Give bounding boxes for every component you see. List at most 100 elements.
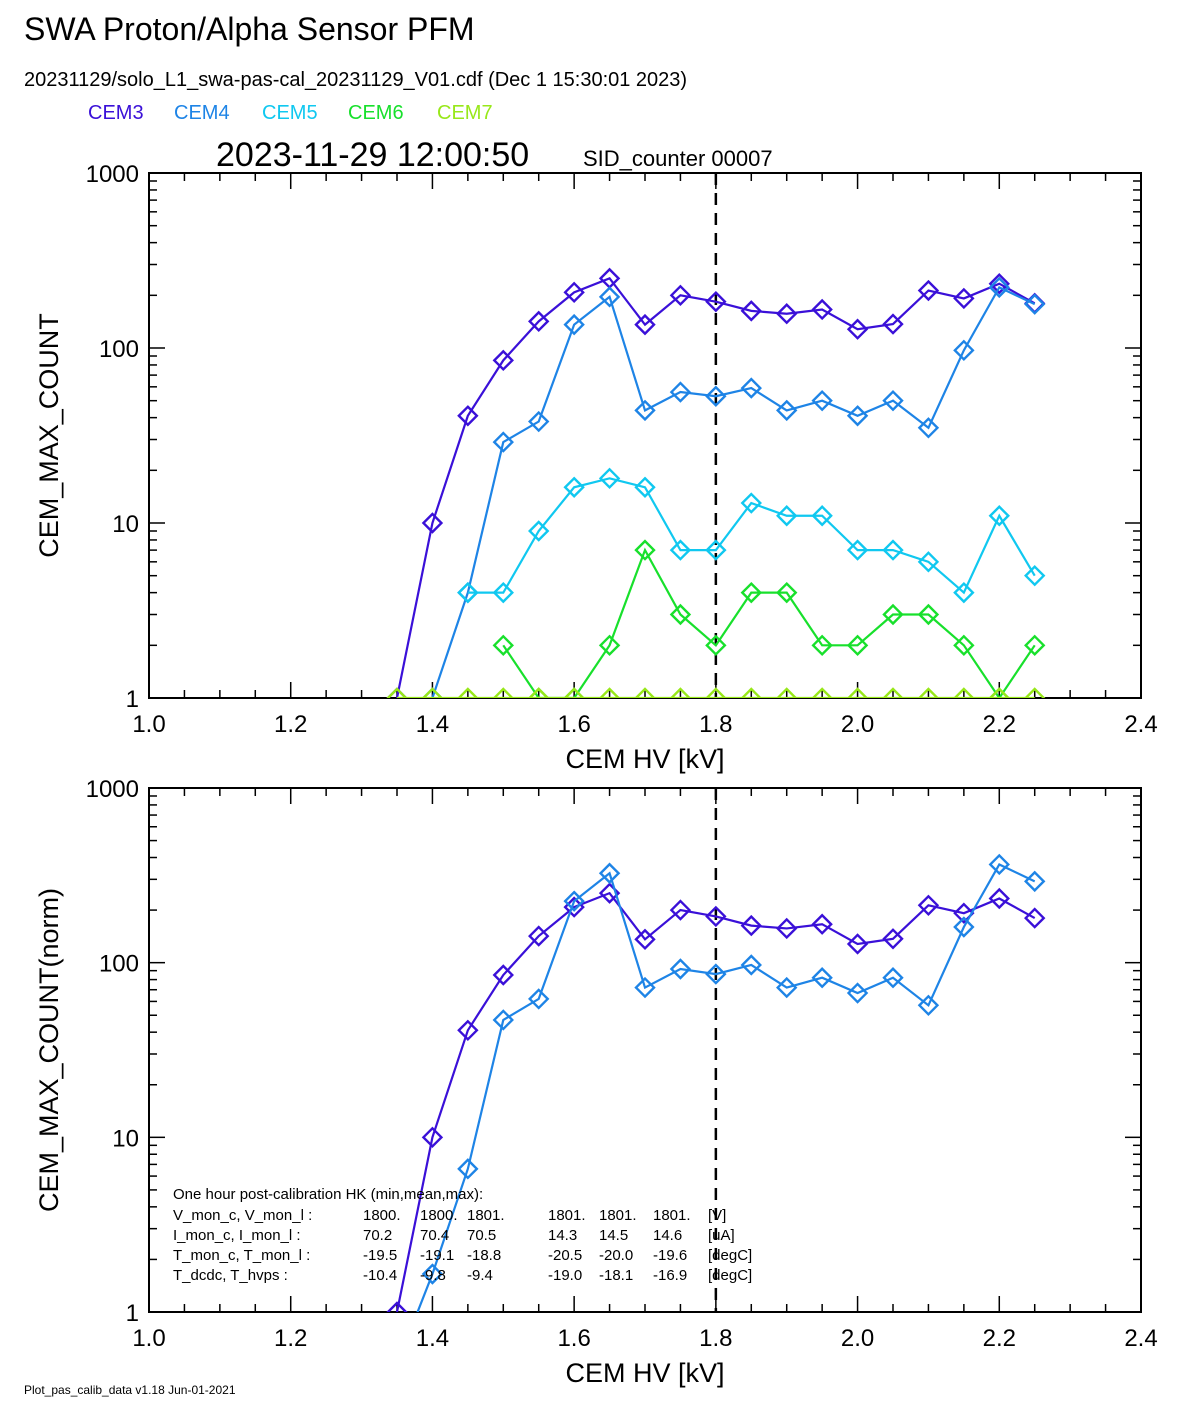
- data-point-cem4: [1024, 293, 1046, 315]
- data-point-cem6: [917, 603, 940, 626]
- data-point-cem7: [882, 687, 904, 698]
- data-point-cem4: [669, 381, 692, 403]
- data-point-cem7: [953, 687, 975, 698]
- plot-frame: [148, 172, 1142, 699]
- data-point-cem4: [882, 967, 904, 989]
- annotation-row-label: T_dcdc, T_hvps :: [173, 1267, 288, 1284]
- x-axis-label: CEM HV [kV]: [565, 1358, 724, 1388]
- data-point-cem4: [917, 417, 940, 439]
- annotation-value: -16.9: [653, 1267, 687, 1284]
- legend-entry-cem7: CEM7: [437, 102, 493, 124]
- data-point-cem7: [740, 687, 762, 698]
- data-point-cem3: [634, 313, 656, 336]
- data-point-cem3: [457, 405, 479, 427]
- annotation-value: 70.2: [363, 1227, 392, 1244]
- data-point-cem3: [776, 917, 798, 940]
- data-point-cem5: [457, 581, 479, 604]
- y-axis-label: CEM_MAX_COUNT(norm): [34, 888, 64, 1212]
- data-point-cem4: [988, 853, 1010, 876]
- data-point-cem4: [776, 399, 798, 422]
- x-tick-label: 1.2: [274, 711, 307, 738]
- x-tick-label: 1.0: [132, 1325, 165, 1352]
- data-point-cem6: [705, 634, 727, 657]
- x-tick-label: 1.4: [416, 711, 449, 738]
- data-point-cem5: [669, 539, 692, 561]
- data-point-cem5: [1024, 564, 1046, 587]
- annotation-value: 14.6: [653, 1227, 682, 1244]
- y-tick-label: 1: [126, 686, 139, 713]
- annotation-value: -20.0: [599, 1247, 633, 1264]
- annotation-value: -19.0: [548, 1267, 582, 1284]
- data-point-cem7: [811, 687, 833, 698]
- x-tick-label: 2.2: [983, 1325, 1016, 1352]
- data-point-cem7: [917, 687, 940, 698]
- data-point-cem7: [1024, 687, 1046, 698]
- y-axis-label: CEM_MAX_COUNT: [34, 313, 64, 558]
- data-point-cem4: [528, 410, 550, 433]
- x-tick-label: 2.4: [1124, 1325, 1157, 1352]
- data-point-cem4: [563, 890, 585, 912]
- annotation-value: -18.1: [599, 1267, 633, 1284]
- data-point-cem3: [421, 1126, 444, 1149]
- file-info: 20231129/solo_L1_swa-pas-cal_20231129_V0…: [24, 69, 687, 91]
- annotation-value: 70.4: [420, 1227, 449, 1244]
- data-point-cem3: [811, 298, 833, 321]
- data-point-cem3: [528, 925, 550, 947]
- data-point-cem4: [563, 313, 585, 336]
- data-point-cem3: [457, 1019, 479, 1041]
- data-point-cem7: [563, 687, 585, 698]
- legend-entry-cem4: CEM4: [174, 102, 230, 124]
- data-point-cem4: [953, 339, 975, 362]
- data-point-cem3: [492, 964, 514, 986]
- data-point-cem5: [598, 467, 621, 490]
- data-point-cem4: [492, 431, 514, 453]
- data-point-cem3: [634, 928, 656, 951]
- annotation-row-label: I_mon_c, I_mon_l :: [173, 1227, 301, 1244]
- x-tick-label: 1.8: [699, 1325, 732, 1352]
- annotation-value: -19.1: [420, 1247, 454, 1264]
- data-point-cem4: [457, 1158, 479, 1180]
- data-point-cem6: [846, 634, 869, 657]
- data-point-cem5: [705, 539, 727, 561]
- data-point-cem7: [776, 687, 798, 698]
- data-point-cem4: [917, 994, 940, 1017]
- annotation-row-label: V_mon_c, V_mon_l :: [173, 1207, 312, 1224]
- data-point-cem5: [563, 476, 585, 498]
- data-point-cem6: [776, 581, 798, 604]
- data-point-cem3: [988, 887, 1010, 910]
- series-line-cem6: [502, 547, 1036, 698]
- x-tick-label: 2.4: [1124, 711, 1157, 738]
- y-tick-label: 1000: [86, 161, 139, 188]
- annotation-value: 14.3: [548, 1227, 577, 1244]
- timestamp: 2023-11-29 12:00:50: [216, 136, 529, 174]
- data-point-cem4: [776, 976, 798, 999]
- y-tick-label: 1: [126, 1300, 139, 1327]
- data-point-cem3: [705, 290, 727, 313]
- series-line-cem4: [416, 863, 1036, 1312]
- series-line-cem3: [395, 891, 1036, 1312]
- footer-version: Plot_pas_calib_data v1.18 Jun-01-2021: [24, 1383, 236, 1397]
- data-point-cem5: [811, 505, 833, 527]
- annotation-unit: [degC]: [708, 1247, 752, 1264]
- top-panel-chart: 1.0 1.2 1.4 1.6 1.8 2.0 2.2 2.4 1 10 100 1000 CEM HV…: [34, 161, 1158, 774]
- series-line-cem5: [467, 477, 1036, 595]
- data-point-cem5: [740, 492, 762, 514]
- annotation-value: 1801.: [467, 1207, 505, 1224]
- y-tick-label: 10: [112, 1125, 139, 1152]
- data-point-cem3: [846, 318, 869, 340]
- data-point-cem7: [386, 687, 408, 698]
- annotation-value: 1801.: [548, 1207, 586, 1224]
- data-point-cem3: [669, 284, 692, 307]
- annotation-value: 1800.: [420, 1207, 458, 1224]
- data-point-cem6: [811, 634, 833, 657]
- data-point-cem4: [811, 967, 833, 989]
- data-point-cem6: [882, 603, 904, 626]
- x-tick-label: 1.4: [416, 1325, 449, 1352]
- data-point-cem4: [598, 862, 621, 884]
- data-point-cem6: [669, 603, 692, 626]
- bottom-panel-chart: 1.0 1.2 1.4 1.6 1.8 2.0 2.2 2.4 1 10 100 1000 CEM HV…: [34, 776, 1158, 1388]
- data-point-cem3: [988, 273, 1010, 295]
- y-tick-label: 1000: [86, 776, 139, 803]
- data-point-cem5: [988, 505, 1010, 527]
- data-point-cem7: [669, 687, 692, 698]
